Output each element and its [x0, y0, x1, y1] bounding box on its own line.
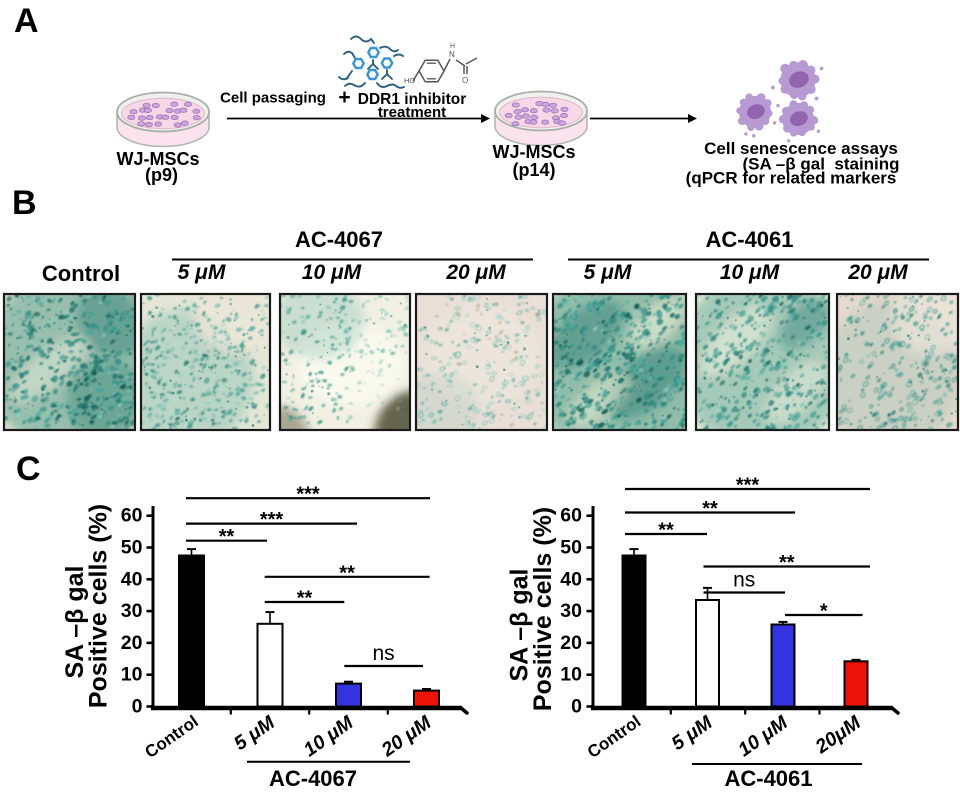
svg-text:***: ***	[260, 509, 284, 531]
svg-text:(SA –β gal staining: (SA –β gal staining	[742, 155, 899, 174]
svg-text:**: **	[658, 520, 674, 542]
svg-text:**: **	[219, 526, 235, 548]
svg-text:**: **	[702, 498, 718, 520]
svg-text:60: 60	[121, 505, 143, 527]
svg-text:40: 40	[121, 568, 143, 590]
svg-text:AC-4067: AC-4067	[269, 766, 357, 791]
svg-text:***: ***	[296, 484, 320, 506]
svg-text:DDR1 inhibitor: DDR1 inhibitor	[358, 91, 467, 108]
svg-text:ns: ns	[733, 569, 755, 592]
svg-text:SA –β gal: SA –β gal	[506, 569, 534, 682]
svg-text:HO: HO	[404, 76, 415, 85]
svg-text:WJ-MSCs: WJ-MSCs	[492, 142, 575, 162]
svg-text:AC-4061: AC-4061	[724, 766, 812, 791]
svg-text:AC-4067: AC-4067	[295, 227, 383, 252]
svg-text:20 μM: 20 μM	[445, 261, 506, 284]
svg-text:20: 20	[121, 632, 143, 654]
svg-text:5 μM: 5 μM	[584, 261, 632, 284]
svg-text:30: 30	[121, 600, 143, 622]
svg-text:A: A	[14, 2, 39, 40]
svg-text:10 μM: 10 μM	[720, 261, 780, 284]
svg-text:O: O	[462, 76, 468, 85]
svg-text:Cell senescence assays: Cell senescence assays	[704, 139, 898, 158]
svg-text:60: 60	[560, 505, 582, 527]
svg-text:40: 40	[560, 568, 582, 590]
svg-text:ns: ns	[373, 642, 395, 665]
svg-text:N: N	[449, 50, 455, 59]
svg-text:WJ-MSCs: WJ-MSCs	[116, 149, 199, 169]
svg-text:10 μM: 10 μM	[302, 261, 362, 284]
svg-text:0: 0	[571, 696, 582, 718]
svg-text:(qPCR for related markers: (qPCR for related markers	[686, 169, 897, 188]
svg-text:0: 0	[132, 696, 143, 718]
svg-text:+: +	[338, 86, 350, 109]
svg-text:50: 50	[121, 537, 143, 559]
svg-text:(p14): (p14)	[512, 160, 555, 180]
svg-text:50: 50	[560, 537, 582, 559]
svg-text:5 μM: 5 μM	[178, 261, 226, 284]
svg-text:SA –β gal: SA –β gal	[61, 566, 89, 679]
svg-text:30: 30	[560, 600, 582, 622]
svg-text:treatment: treatment	[378, 104, 446, 121]
svg-text:Control: Control	[42, 261, 120, 286]
svg-text:Positive cells (%): Positive cells (%)	[529, 507, 557, 711]
svg-text:Positive cells (%): Positive cells (%)	[85, 504, 113, 708]
svg-text:10: 10	[121, 664, 143, 686]
svg-text:**: **	[779, 552, 795, 574]
svg-text:10: 10	[560, 664, 582, 686]
svg-text:***: ***	[736, 475, 760, 497]
svg-text:Cell passaging: Cell passaging	[220, 90, 326, 107]
svg-text:20 μM: 20 μM	[847, 261, 908, 284]
svg-text:**: **	[297, 588, 313, 610]
svg-text:20: 20	[560, 632, 582, 654]
svg-text:*: *	[820, 601, 828, 623]
svg-text:B: B	[12, 184, 37, 222]
svg-text:**: **	[339, 562, 355, 584]
svg-text:C: C	[16, 450, 41, 488]
svg-text:AC-4061: AC-4061	[705, 227, 793, 252]
svg-text:H: H	[450, 43, 455, 50]
svg-text:(p9): (p9)	[145, 165, 178, 185]
